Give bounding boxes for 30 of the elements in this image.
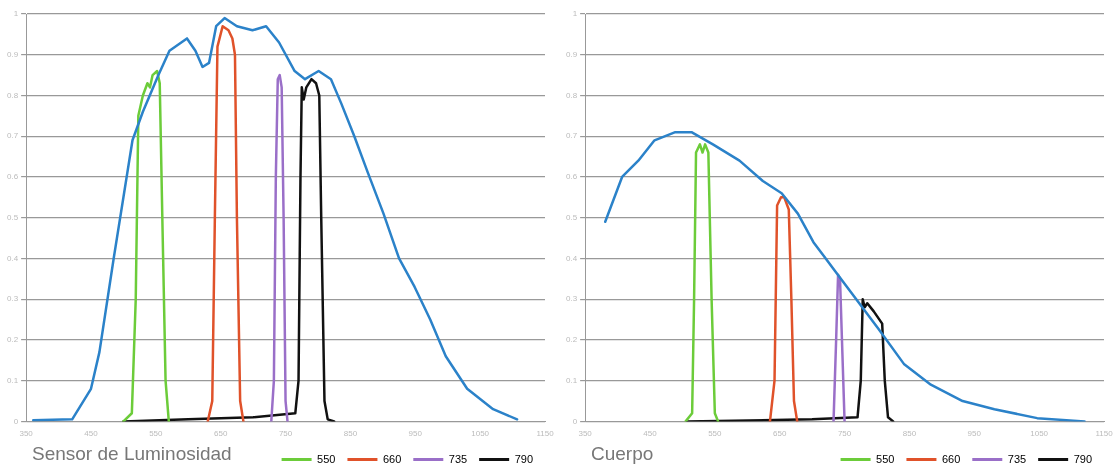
x-tick-label: 950 [408, 429, 423, 439]
x-tick-label: 350 [19, 429, 34, 439]
x-tick-label: 1150 [536, 429, 555, 439]
x-tick-label: 1050 [471, 429, 490, 439]
legend-label: 550 [317, 452, 336, 465]
legend-label: 550 [876, 452, 895, 465]
x-tick-label: 650 [773, 429, 787, 439]
legend-label: 660 [382, 452, 402, 465]
x-tick-label: 1050 [1030, 429, 1049, 439]
x-tick-label: 950 [967, 429, 982, 439]
x-tick-label: 550 [149, 429, 164, 439]
legend-label: 735 [448, 452, 468, 465]
legend-label: 660 [941, 452, 961, 465]
x-tick-label: 650 [214, 429, 228, 439]
x-tick-label: 750 [278, 429, 293, 439]
x-tick-label: 750 [837, 429, 852, 439]
text: Sensor de Luminosidad [32, 443, 232, 465]
y-tick-label: 0.2 [7, 335, 19, 345]
y-tick-label: 0.4 [7, 253, 19, 263]
text: Cuerpo [591, 443, 654, 465]
legend-label: 735 [1007, 452, 1027, 465]
x-tick-label: 1150 [1095, 429, 1114, 439]
x-tick-label: 350 [578, 429, 593, 439]
legend-label: 790 [1073, 452, 1093, 465]
x-tick-label: 450 [643, 429, 658, 439]
legend-label: 790 [514, 452, 534, 465]
y-tick-label: 0.4 [566, 253, 578, 263]
y-tick-label: 0.2 [566, 335, 578, 345]
x-tick-label: 450 [84, 429, 99, 439]
x-tick-label: 550 [708, 429, 723, 439]
